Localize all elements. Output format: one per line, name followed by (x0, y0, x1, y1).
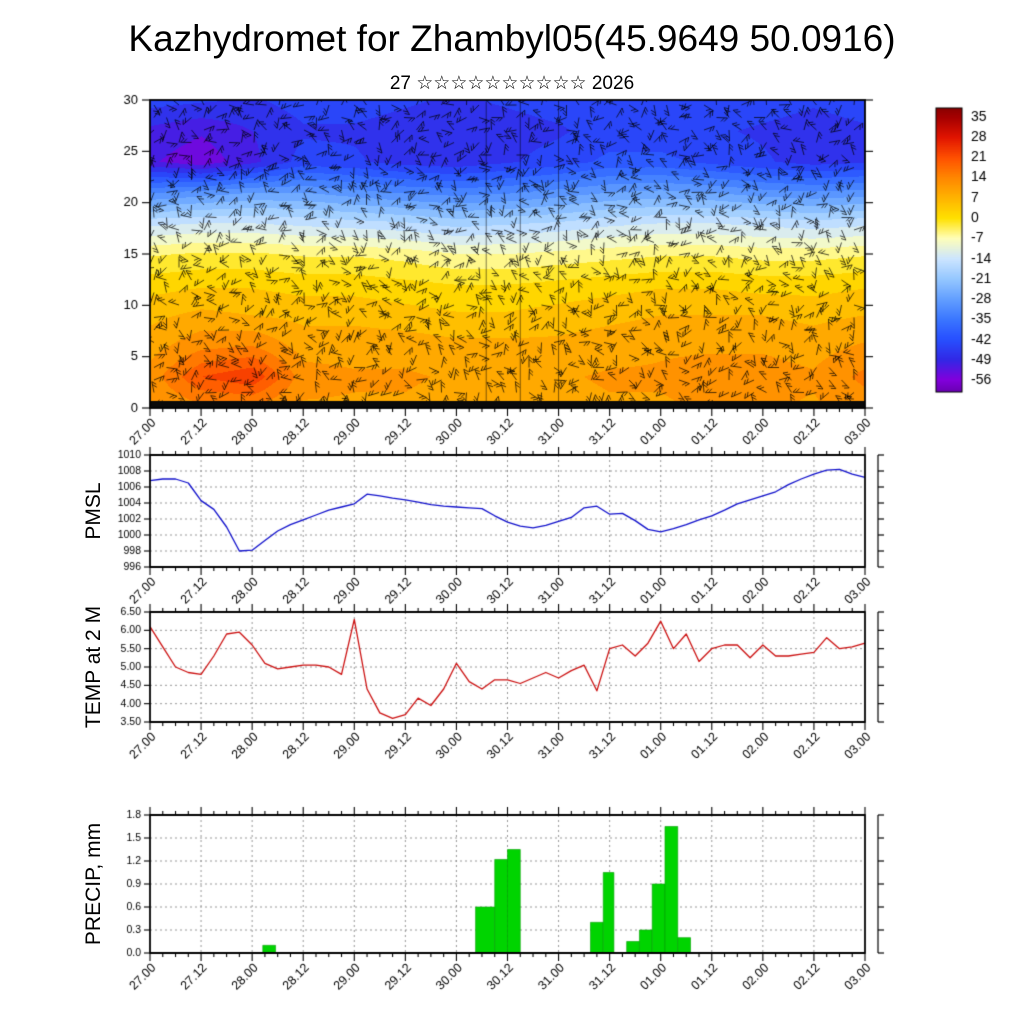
pmsl-axis-label: PMSL (82, 482, 105, 540)
temp-axis-label: TEMP at 2 M (82, 605, 105, 729)
precip-axis-label: PRECIP, mm (82, 822, 105, 946)
